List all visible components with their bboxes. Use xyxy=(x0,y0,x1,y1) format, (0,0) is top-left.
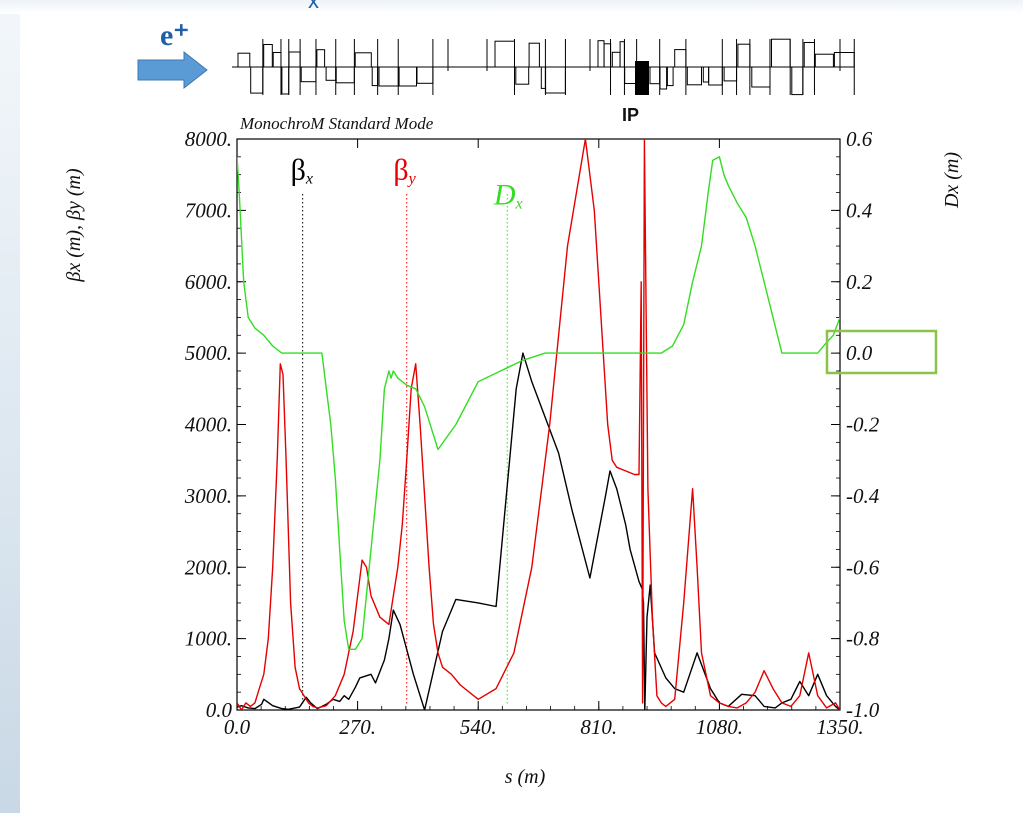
arrow-right-icon xyxy=(137,50,208,90)
y-left-axis-label: βx (m), βy (m) xyxy=(63,168,85,283)
y-right-tick-label: -1.0 xyxy=(846,698,880,722)
y-right-tick-label: -0.4 xyxy=(846,484,880,508)
y-right-tick-label: -0.6 xyxy=(846,555,880,579)
left-background-strip xyxy=(0,0,20,813)
top-background-strip xyxy=(0,0,1023,14)
ip-label: IP xyxy=(622,105,639,125)
series-label-beta_x: βx xyxy=(291,154,313,188)
x-tick-label: 1080. xyxy=(696,715,743,739)
y-left-tick-label: 2000. xyxy=(185,555,232,579)
x-tick-label: 1350. xyxy=(816,715,863,739)
lattice-layout-strip xyxy=(232,38,855,96)
y-right-tick-label: 0.0 xyxy=(846,341,873,365)
series-label-beta_y: βy xyxy=(393,154,416,188)
x-tick-label: 270. xyxy=(339,715,376,739)
mode-label: MonochroM Standard Mode xyxy=(239,114,434,133)
y-right-tick-label: 0.4 xyxy=(846,198,873,222)
y-right-tick-label: 0.6 xyxy=(846,127,873,151)
y-left-tick-label: 1000. xyxy=(185,627,232,651)
y-left-tick-label: 5000. xyxy=(185,341,232,365)
y-right-tick-label: -0.8 xyxy=(846,627,880,651)
x-tick-label: 540. xyxy=(460,715,497,739)
highlight-box xyxy=(825,329,938,375)
y-right-tick-label: 0.2 xyxy=(846,270,873,294)
y-right-tick-label: -0.2 xyxy=(846,413,880,437)
y-left-tick-label: 7000. xyxy=(185,198,232,222)
y-left-tick-label: 6000. xyxy=(185,270,232,294)
plot-frame xyxy=(236,138,841,711)
series-line-beta_x xyxy=(237,352,840,710)
y-left-tick-label: 4000. xyxy=(185,413,232,437)
particle-label: e⁺ xyxy=(160,19,189,52)
x-tick-label: 810. xyxy=(580,715,617,739)
top-clipped-text: x xyxy=(308,0,319,13)
series-line-beta_y xyxy=(237,139,840,710)
series-label-dispersion: Dx xyxy=(493,179,523,213)
y-left-tick-label: 8000. xyxy=(185,127,232,151)
x-axis-label: s (m) xyxy=(505,766,546,788)
x-tick-label: 0.0 xyxy=(224,715,251,739)
y-left-tick-label: 3000. xyxy=(184,484,232,508)
series-line-dispersion xyxy=(237,156,840,650)
y-left-tick-label: 0.0 xyxy=(206,698,233,722)
y-right-axis-label: Dx (m) xyxy=(941,152,963,209)
